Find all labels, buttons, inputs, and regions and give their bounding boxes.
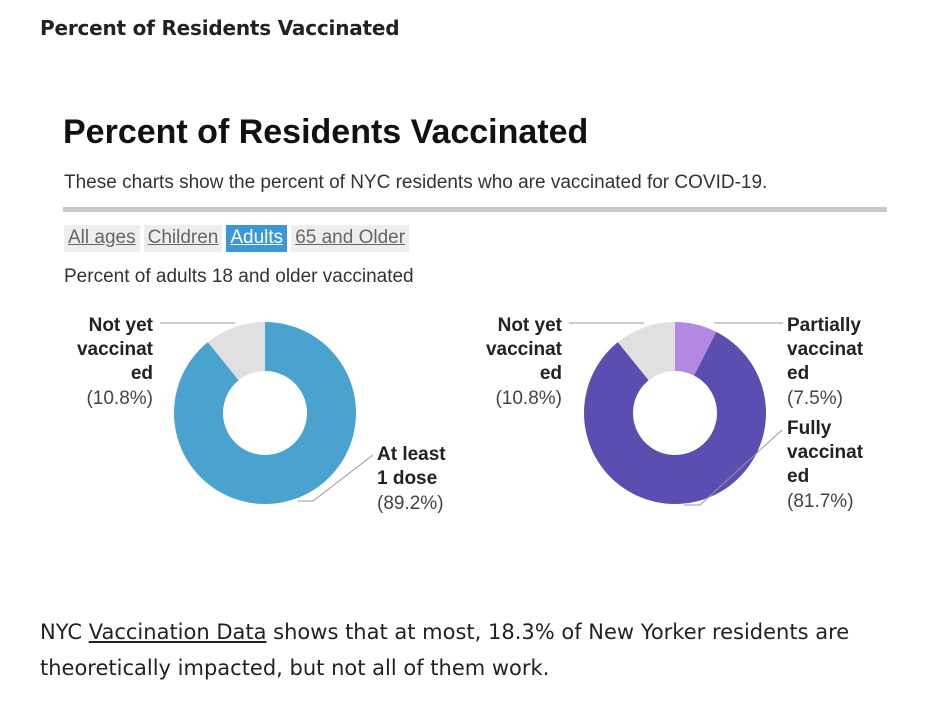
- page-heading: Percent of Residents Vaccinated: [40, 16, 400, 40]
- tab-adults[interactable]: Adults: [226, 225, 288, 252]
- tab-children[interactable]: Children: [143, 225, 223, 252]
- footer-prefix: NYC: [40, 620, 89, 644]
- slice-label-not-yetvaccinated-0: Not yet: [89, 315, 154, 336]
- slice-label-partiallyvaccinated-1: vaccinat: [787, 339, 864, 360]
- slice-label-fullyvaccinated-0: Fully: [787, 418, 832, 439]
- slice-label-fullyvaccinated-1: vaccinat: [787, 442, 864, 463]
- footer-suffix: shows that at most, 18.3% of New Yorker …: [40, 620, 850, 680]
- donut-chart-at-least-one-dose: Not yet vaccinat ed (10.8%) At least 1 dose (8…: [77, 315, 446, 514]
- slice-fullyvaccinated: [584, 331, 767, 505]
- vaccination-data-link[interactable]: Vaccination Data: [88, 620, 267, 644]
- slice-label-partiallyvaccinated-2: ed: [787, 363, 809, 384]
- slice-value-not-yetvaccinated: (10.8%): [86, 388, 153, 409]
- slice-at-least1-dose: [174, 322, 356, 504]
- age-group-tabs: All ages Children Adults 65 and Older: [64, 225, 410, 252]
- footer-text: NYC Vaccination Data shows that at most,…: [40, 614, 910, 686]
- embed-title: Percent of Residents Vaccinated: [63, 113, 589, 151]
- slice-label-at-least1-dose-0: At least: [377, 444, 446, 465]
- slice-label-not-yetvaccinated-0: Not yet: [498, 315, 563, 336]
- chart-caption: Percent of adults 18 and older vaccinate…: [64, 266, 414, 287]
- slice-value-not-yetvaccinated: (10.8%): [495, 388, 562, 409]
- divider: [63, 207, 887, 212]
- donut-chart-fully-vaccinated: Not yet vaccinat ed (10.8%) Partially vaccina…: [486, 315, 864, 512]
- slice-not-yetvaccinated: [207, 322, 265, 381]
- slice-label-not-yetvaccinated-1: vaccinat: [77, 339, 154, 360]
- slice-label-not-yetvaccinated-2: ed: [540, 363, 562, 384]
- slice-label-not-yetvaccinated-1: vaccinat: [486, 339, 563, 360]
- tab-all-ages[interactable]: All ages: [64, 225, 140, 252]
- slice-partiallyvaccinated: [675, 322, 717, 376]
- tab-65-and-older[interactable]: 65 and Older: [291, 225, 410, 252]
- slice-label-at-least1-dose-1: 1 dose: [377, 468, 437, 489]
- slice-value-at-least1-dose: (89.2%): [377, 493, 444, 514]
- leader-fully: [684, 429, 783, 506]
- slice-label-not-yetvaccinated-2: ed: [131, 363, 153, 384]
- slice-value-fullyvaccinated: (81.7%): [787, 491, 854, 512]
- slice-value-partiallyvaccinated: (7.5%): [787, 388, 843, 409]
- slice-not-yetvaccinated: [617, 322, 675, 381]
- leader-at-least-1-dose: [298, 454, 374, 502]
- slice-label-partiallyvaccinated-0: Partially: [787, 315, 861, 336]
- slice-label-fullyvaccinated-2: ed: [787, 466, 809, 487]
- embed-subtitle: These charts show the percent of NYC res…: [64, 172, 768, 193]
